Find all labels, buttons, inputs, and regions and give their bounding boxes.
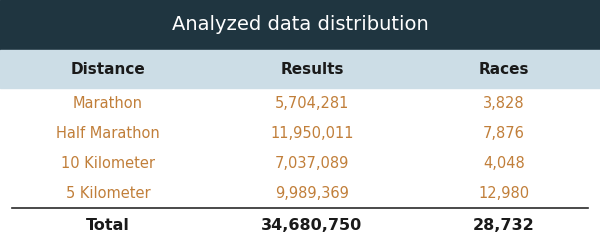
Text: 10 Kilometer: 10 Kilometer <box>61 156 155 171</box>
Text: 3,828: 3,828 <box>483 96 525 111</box>
Text: 7,037,089: 7,037,089 <box>275 156 349 171</box>
Text: 34,680,750: 34,680,750 <box>262 218 362 233</box>
Text: Marathon: Marathon <box>73 96 143 111</box>
Text: 7,876: 7,876 <box>483 126 525 141</box>
Text: 9,989,369: 9,989,369 <box>275 186 349 201</box>
Text: 4,048: 4,048 <box>483 156 525 171</box>
Text: 5 Kilometer: 5 Kilometer <box>65 186 151 201</box>
Text: 12,980: 12,980 <box>478 186 530 201</box>
Text: Results: Results <box>280 61 344 76</box>
Text: 28,732: 28,732 <box>473 218 535 233</box>
Text: Distance: Distance <box>71 61 145 76</box>
Text: Total: Total <box>86 218 130 233</box>
Text: Races: Races <box>479 61 529 76</box>
Text: Half Marathon: Half Marathon <box>56 126 160 141</box>
Text: 11,950,011: 11,950,011 <box>270 126 354 141</box>
Text: 5,704,281: 5,704,281 <box>275 96 349 111</box>
Text: Analyzed data distribution: Analyzed data distribution <box>172 15 428 35</box>
